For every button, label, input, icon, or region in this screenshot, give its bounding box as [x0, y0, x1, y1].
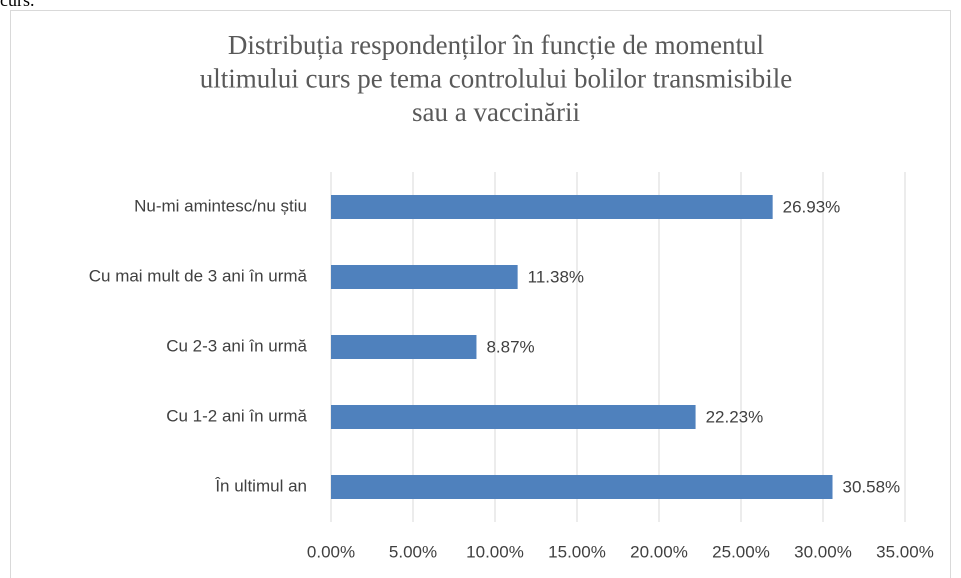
chart-title: sau a vaccinării [412, 97, 580, 127]
bar [331, 475, 833, 499]
x-tick-label: 35.00% [876, 542, 934, 561]
x-tick-label: 10.00% [466, 542, 524, 561]
y-tick-label: Cu mai mult de 3 ani în urmă [89, 266, 308, 285]
data-label: 30.58% [843, 477, 901, 496]
bar [331, 405, 696, 429]
y-tick-label: În ultimul an [214, 476, 307, 495]
x-tick-label: 30.00% [794, 542, 852, 561]
y-tick-label: Cu 1-2 ani în urmă [166, 406, 307, 425]
x-tick-label: 15.00% [548, 542, 606, 561]
caption-fragment: curs. [0, 0, 35, 10]
bar [331, 195, 773, 219]
y-tick-label: Nu-mi amintesc/nu știu [134, 196, 307, 215]
y-tick-label: Cu 2-3 ani în urmă [166, 336, 307, 355]
x-tick-label: 25.00% [712, 542, 770, 561]
bar [331, 335, 477, 359]
data-label: 11.38% [528, 267, 584, 286]
chart-title: ultimului curs pe tema controlului bolil… [200, 64, 792, 94]
x-tick-label: 0.00% [307, 542, 355, 561]
chart-border [10, 10, 951, 578]
x-tick-label: 20.00% [630, 542, 688, 561]
x-tick-label: 5.00% [389, 542, 437, 561]
bar [331, 265, 518, 289]
data-label: 26.93% [783, 197, 841, 216]
chart-title: Distribuția respondenților în funcție de… [228, 30, 764, 60]
data-label: 8.87% [486, 337, 534, 356]
data-label: 22.23% [706, 407, 764, 426]
